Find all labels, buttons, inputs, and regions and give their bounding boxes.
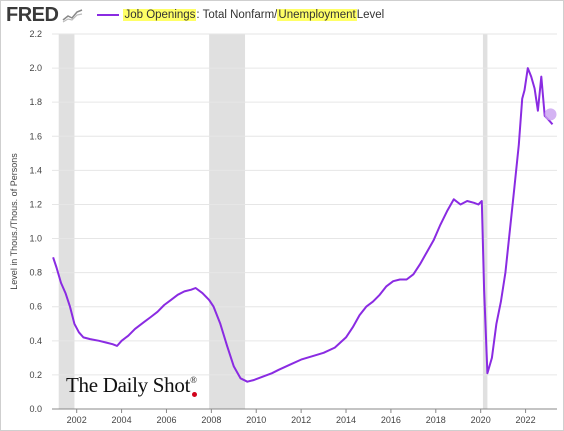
last-point-marker[interactable]	[544, 108, 557, 121]
x-tick-label: 2002	[67, 415, 87, 425]
y-tick-label: 0.8	[29, 268, 42, 278]
legend-label-unemployment: Unemployment	[277, 9, 357, 21]
watermark-text: The Daily Shot	[66, 373, 191, 397]
series-line-job-openings-ratio	[52, 67, 554, 383]
x-tick-label: 2014	[336, 415, 356, 425]
x-tick-label: 2010	[246, 415, 266, 425]
x-tick-label: 2022	[516, 415, 536, 425]
recession-band-1	[209, 34, 246, 409]
y-tick-label: 1.0	[29, 234, 42, 244]
recession-band-0	[58, 34, 75, 409]
legend: Job Openings : Total Nonfarm/ Unemployme…	[97, 9, 384, 21]
x-tick-label: 2004	[112, 415, 132, 425]
legend-label-level: Level	[356, 9, 385, 21]
fred-logo[interactable]: FRED	[6, 3, 59, 26]
x-tick-label: 2006	[156, 415, 176, 425]
y-tick-label: 1.8	[29, 97, 42, 107]
x-tick-label: 2012	[291, 415, 311, 425]
y-tick-label: 2.0	[29, 63, 42, 73]
y-tick-label: 0.4	[29, 336, 42, 346]
legend-label-job-openings: Job Openings	[123, 9, 197, 21]
legend-label-total-nonfarm: : Total Nonfarm/	[196, 9, 278, 21]
y-tick-label: 1.6	[29, 131, 42, 141]
legend-line-swatch	[97, 14, 120, 16]
registered-mark: ®	[190, 375, 197, 385]
y-tick-label: 2.2	[29, 29, 42, 39]
y-tick-label: 1.4	[29, 165, 42, 175]
x-tick-label: 2008	[201, 415, 221, 425]
y-tick-label: 0.2	[29, 370, 42, 380]
recession-band-2	[482, 34, 488, 409]
watermark-dot	[192, 392, 197, 397]
y-tick-label: 0.0	[29, 404, 42, 414]
y-tick-label: 1.2	[29, 199, 42, 209]
y-tick-label: 0.6	[29, 302, 42, 312]
fred-chart-icon	[62, 9, 83, 23]
y-axis-label: Level in Thous./Thous. of Persons	[9, 153, 19, 290]
chart-header: FRED Job Openings : Total Nonfarm/ Unemp…	[6, 4, 384, 26]
x-tick-label: 2018	[426, 415, 446, 425]
x-tick-label: 2020	[471, 415, 491, 425]
watermark: The Daily Shot®	[66, 373, 197, 398]
x-tick-label: 2016	[381, 415, 401, 425]
